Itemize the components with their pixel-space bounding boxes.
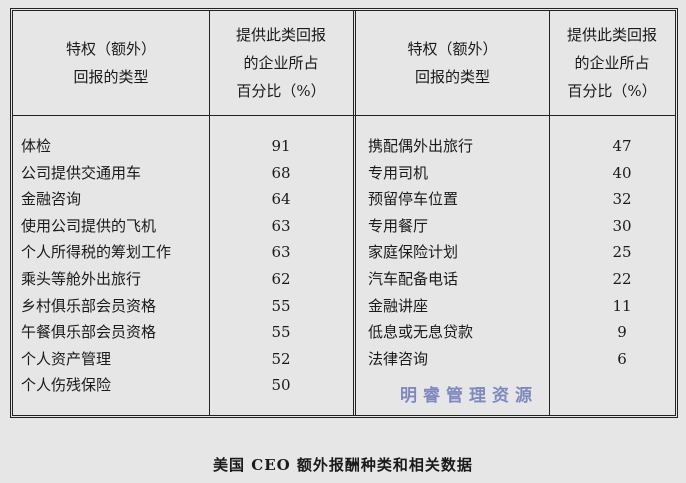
- perk-type: 公司提供交通用车: [21, 163, 142, 182]
- perk-type: 携配偶外出旅行: [368, 137, 474, 155]
- perk-percent: 52: [271, 349, 291, 368]
- header-type: 特权（额外） 回报的类型: [13, 11, 209, 115]
- perk-type: 乡村俱乐部会员资格: [21, 296, 157, 315]
- perk-type: 午餐俱乐部会员资格: [21, 323, 157, 342]
- divider: [549, 11, 550, 415]
- header-text: 的企业所占: [574, 54, 650, 72]
- perk-percent: 6: [617, 349, 627, 368]
- perk-type: 专用餐厅: [368, 216, 429, 235]
- header-text: 百分比（%）: [567, 82, 657, 100]
- perk-percent: 9: [617, 323, 627, 342]
- perk-type: 个人资产管理: [21, 349, 112, 368]
- divider: [209, 11, 210, 415]
- perk-percent: 91: [271, 137, 291, 155]
- header-text: 特权（额外）: [65, 40, 156, 58]
- perk-percent: 22: [612, 269, 632, 288]
- header-type: 特权（额外） 回报的类型: [356, 11, 549, 115]
- header-text: 提供此类回报: [235, 26, 326, 44]
- perk-type: 金融讲座: [368, 296, 429, 315]
- perk-type: 专用司机: [368, 163, 429, 182]
- perk-type: 预留停车位置: [368, 190, 459, 209]
- perk-percent: 47: [612, 137, 632, 155]
- perk-percent: 62: [271, 269, 291, 288]
- perk-type: 法律咨询: [368, 349, 429, 368]
- perk-percent: 25: [612, 243, 632, 262]
- divider: [13, 115, 675, 116]
- perk-percent: 32: [612, 190, 632, 209]
- perk-type: 个人伤残保险: [21, 376, 112, 395]
- perk-type: 低息或无息贷款: [368, 323, 474, 342]
- header-pct: 提供此类回报 的企业所占 百分比（%）: [549, 11, 675, 115]
- perk-type: 体检: [21, 137, 52, 155]
- perk-type: 家庭保险计划: [368, 243, 459, 262]
- watermark: 明睿管理资源: [400, 386, 538, 406]
- perk-percent: 40: [612, 163, 632, 182]
- divider: [353, 11, 356, 415]
- header-text: 回报的类型: [414, 68, 490, 86]
- right-type-column: 携配偶外出旅行 专用司机预留停车位置 专用餐厅家庭保险计划 汽车配备电话 金融讲座低息或…: [368, 133, 548, 372]
- perk-percent: 50: [271, 376, 291, 395]
- perk-percent: 30: [612, 216, 632, 235]
- perk-percent: 55: [271, 296, 291, 315]
- perk-percent: 11: [612, 296, 632, 315]
- table-caption: 美国 CEO 额外报酬种类和相关数据: [213, 456, 473, 474]
- perks-table: 特权（额外） 回报的类型 提供此类回报 的企业所占 百分比（%） 特权（额外） …: [10, 8, 678, 418]
- perk-percent: 55: [271, 323, 291, 342]
- header-text: 百分比（%）: [236, 82, 326, 100]
- right-pct-column: 47 40 32 30 25 22 11 9 6: [559, 133, 685, 372]
- header-text: 提供此类回报: [566, 26, 657, 44]
- perk-type: 金融咨询: [21, 190, 82, 209]
- header-text: 的企业所占: [243, 54, 319, 72]
- header-pct: 提供此类回报 的企业所占 百分比（%）: [209, 11, 353, 115]
- left-type-column: 体检公司提供交通用车 金融咨询使用公司提供的飞机 个人所得税的筹划工作 乘头等舱外出旅…: [21, 133, 207, 399]
- perk-percent: 63: [271, 216, 291, 235]
- perk-percent: 63: [271, 243, 291, 262]
- header-text: 特权（额外）: [407, 40, 498, 58]
- perk-type: 个人所得税的筹划工作: [21, 243, 172, 262]
- perk-percent: 64: [271, 190, 291, 209]
- header-text: 回报的类型: [73, 68, 149, 86]
- perk-type: 汽车配备电话: [368, 269, 459, 288]
- perk-percent: 68: [271, 163, 291, 182]
- perk-type: 使用公司提供的飞机: [21, 216, 157, 235]
- perk-type: 乘头等舱外出旅行: [21, 269, 142, 288]
- left-pct-column: 91 68 64 63 63 62 55 55 52 50: [209, 133, 353, 399]
